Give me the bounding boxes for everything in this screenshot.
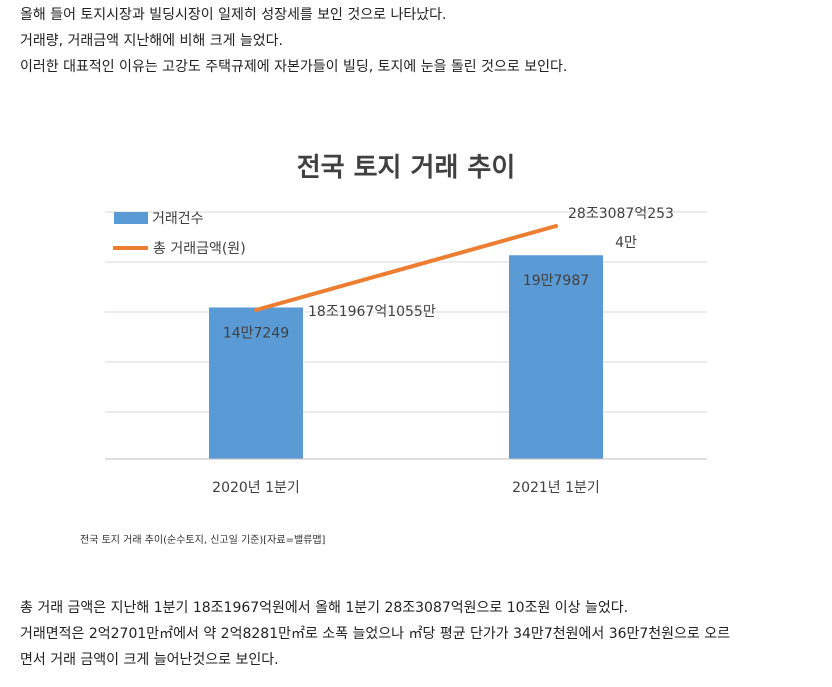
- outro-line: 거래면적은 2억2701만㎡에서 약 2억8281만㎡로 소폭 늘었으나 ㎡당 …: [20, 626, 731, 642]
- intro-line: 올해 들어 토지시장과 빌딩시장이 일제히 성장세를 보인 것으로 나타났다.: [20, 7, 447, 23]
- legend-swatch-bar: [114, 212, 148, 224]
- outro-paragraph: 총 거래 금액은 지난해 1분기 18조1967억원에서 올해 1분기 28조3…: [20, 595, 730, 673]
- bar-data-label: 19만7987: [523, 273, 589, 289]
- line-data-label: 18조1967억1055만: [308, 304, 436, 320]
- intro-paragraph: 올해 들어 토지시장과 빌딩시장이 일제히 성장세를 보인 것으로 나타났다. …: [20, 2, 567, 80]
- outro-line: 면서 거래 금액이 크게 늘어난것으로 보인다.: [20, 652, 279, 668]
- bar: [509, 255, 603, 459]
- x-tick-label: 2020년 1분기: [212, 480, 300, 496]
- x-tick-label: 2021년 1분기: [512, 480, 600, 496]
- chart-caption: 전국 토지 거래 추이(순수토지, 신고일 기준)[자료=밸류맵]: [80, 535, 326, 546]
- bar: [209, 307, 303, 459]
- intro-line: 거래량, 거래금액 지난해에 비해 크게 늘었다.: [20, 33, 283, 49]
- legend-label: 총 거래금액(원): [153, 241, 246, 257]
- line-data-label: 28조3087억253: [568, 206, 674, 222]
- outro-line: 총 거래 금액은 지난해 1분기 18조1967억원에서 올해 1분기 28조3…: [20, 600, 629, 616]
- chart-title: 전국 토지 거래 추이: [297, 153, 516, 183]
- chart-figure: 전국 토지 거래 추이 14만7249 19만7987 18조1967억1055만 2…: [0, 130, 832, 530]
- series-line: [254, 224, 558, 312]
- intro-line: 이러한 대표적인 이유는 고강도 주택규제에 자본가들이 빌딩, 토지에 눈을 …: [20, 59, 568, 75]
- bar-data-label: 14만7249: [223, 325, 289, 341]
- land-transaction-chart: 전국 토지 거래 추이 14만7249 19만7987 18조1967억1055만 2…: [105, 153, 707, 496]
- legend-label: 거래건수: [152, 211, 204, 227]
- line-data-label-continued: 4만: [615, 235, 637, 251]
